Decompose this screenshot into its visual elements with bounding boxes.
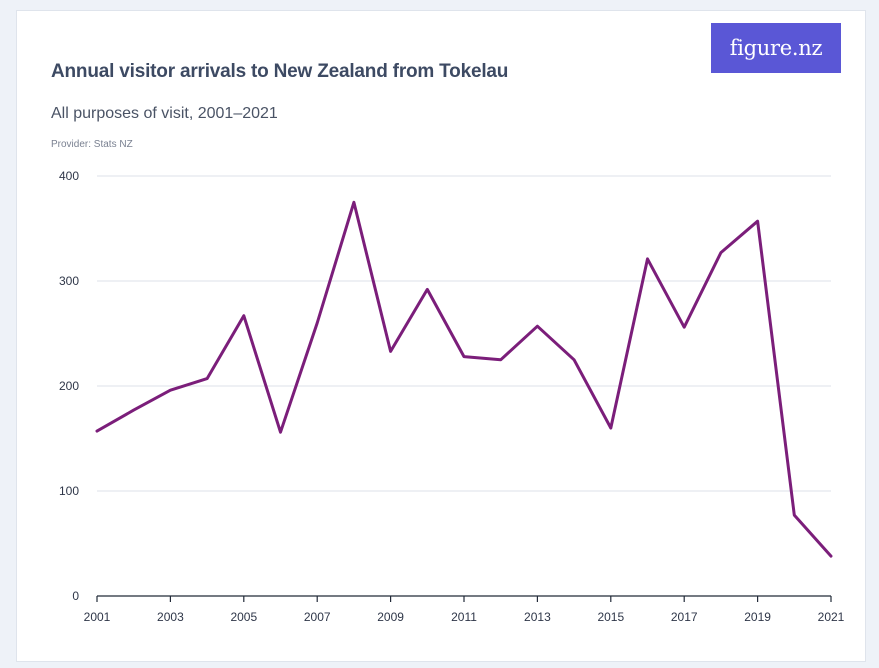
gridlines (97, 175, 831, 492)
logo-text: figure.nz (729, 36, 823, 60)
x-tick-2019: 2019 (744, 610, 771, 624)
figure-nz-logo[interactable]: figure.nz (711, 23, 841, 73)
x-tick-2015: 2015 (597, 610, 624, 624)
chart-title: Annual visitor arrivals to New Zealand f… (51, 61, 509, 82)
x-tick-2005: 2005 (230, 610, 257, 624)
y-tick-200: 200 (59, 379, 79, 393)
chart-card: Annual visitor arrivals to New Zealand f… (16, 10, 866, 662)
chart-subtitle: All purposes of visit, 2001–2021 (51, 105, 278, 122)
x-tick-2007: 2007 (304, 610, 331, 624)
x-tick-2021: 2021 (818, 610, 845, 624)
series-line-0 (95, 200, 833, 558)
x-tick-labels: 2001 2003 2005 2007 2009 2011 2013 2015 2017 2019… (84, 610, 845, 624)
y-tick-100: 100 (59, 484, 79, 498)
x-tick-2011: 2011 (451, 610, 477, 624)
y-tick-labels: 0 100 200 300 400 (59, 169, 79, 603)
x-tick-2003: 2003 (157, 610, 184, 624)
x-tick-2001: 2001 (84, 610, 111, 624)
chart-provider: Provider: Stats NZ (51, 139, 133, 150)
y-tick-0: 0 (72, 589, 79, 603)
x-tick-2013: 2013 (524, 610, 551, 624)
y-tick-400: 400 (59, 169, 79, 183)
x-tick-2017: 2017 (671, 610, 698, 624)
axes (96, 595, 832, 602)
x-tick-2009: 2009 (377, 610, 404, 624)
y-tick-300: 300 (59, 274, 79, 288)
series-layer (95, 200, 833, 558)
